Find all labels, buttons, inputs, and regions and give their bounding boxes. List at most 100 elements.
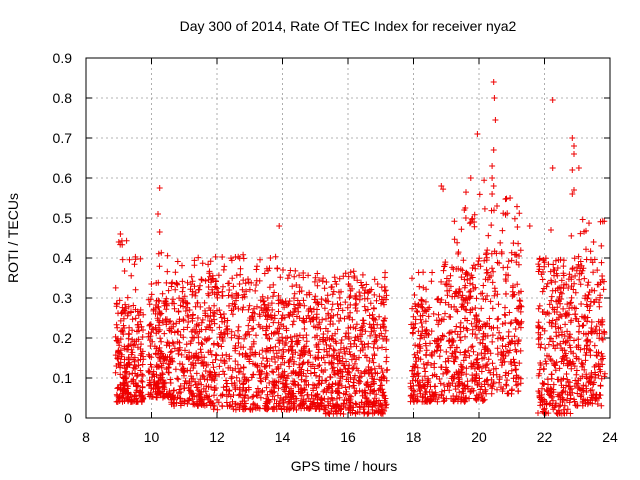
data-point xyxy=(582,292,589,299)
data-point xyxy=(180,317,187,324)
data-point xyxy=(568,283,575,290)
data-point xyxy=(347,269,354,276)
data-point xyxy=(420,269,427,276)
data-point xyxy=(497,239,504,246)
data-point xyxy=(515,289,522,296)
data-point xyxy=(535,388,542,395)
data-point xyxy=(291,381,298,388)
data-point xyxy=(540,381,547,388)
data-point xyxy=(277,296,284,303)
data-point xyxy=(117,231,124,237)
data-point xyxy=(165,287,172,294)
data-point xyxy=(517,380,524,387)
data-point xyxy=(223,351,230,358)
data-point xyxy=(368,324,375,331)
data-point xyxy=(352,390,359,396)
data-point xyxy=(232,406,239,413)
data-point xyxy=(280,380,286,386)
data-point xyxy=(507,195,514,201)
data-point xyxy=(536,394,543,400)
data-point xyxy=(345,334,352,340)
data-point xyxy=(300,334,307,341)
data-point xyxy=(117,317,124,324)
data-point xyxy=(168,401,175,408)
data-point xyxy=(517,320,524,327)
data-point xyxy=(224,380,231,387)
data-point xyxy=(371,395,378,402)
data-point xyxy=(313,344,320,350)
data-point xyxy=(247,405,254,412)
data-point xyxy=(132,306,139,313)
data-point xyxy=(131,365,138,372)
data-point xyxy=(545,261,552,268)
data-point xyxy=(487,382,494,389)
data-point xyxy=(195,254,202,261)
data-point xyxy=(560,406,567,413)
data-point xyxy=(350,382,357,389)
data-point xyxy=(408,385,415,392)
data-point xyxy=(269,306,276,313)
data-point xyxy=(446,287,453,294)
y-tick-label: 0.5 xyxy=(53,210,73,226)
data-point xyxy=(469,343,476,350)
data-point xyxy=(486,274,493,281)
data-point xyxy=(371,340,378,347)
data-point xyxy=(248,343,255,350)
data-point xyxy=(410,325,417,332)
data-point xyxy=(174,375,181,382)
data-point xyxy=(579,322,586,329)
data-point xyxy=(599,355,606,362)
data-point xyxy=(183,354,190,360)
data-point xyxy=(211,377,218,384)
data-point xyxy=(251,310,258,317)
data-point xyxy=(587,347,594,354)
data-point xyxy=(568,385,575,392)
data-point xyxy=(383,346,389,353)
data-point xyxy=(557,410,563,417)
data-point xyxy=(433,338,440,345)
data-point xyxy=(374,370,381,377)
data-point xyxy=(482,386,489,393)
data-point xyxy=(510,375,517,382)
data-point xyxy=(370,305,377,311)
data-point xyxy=(563,410,570,417)
data-point xyxy=(586,220,592,227)
data-point xyxy=(137,255,144,262)
data-point xyxy=(560,285,567,292)
data-point xyxy=(583,331,589,338)
data-point xyxy=(502,196,509,203)
data-point xyxy=(163,357,170,364)
data-point xyxy=(164,268,171,275)
data-point xyxy=(186,349,193,356)
data-point xyxy=(245,395,252,402)
data-point xyxy=(351,273,358,280)
data-point xyxy=(595,363,602,370)
data-point xyxy=(205,261,212,268)
data-point xyxy=(239,306,246,313)
data-point xyxy=(582,357,589,364)
data-point xyxy=(511,215,518,222)
data-point xyxy=(494,203,500,209)
data-point xyxy=(220,283,226,290)
data-point xyxy=(121,362,128,369)
data-point xyxy=(337,346,344,353)
data-point xyxy=(494,291,501,298)
data-point xyxy=(306,348,313,354)
data-point xyxy=(224,326,231,333)
data-point xyxy=(263,355,270,362)
data-point xyxy=(230,283,237,290)
data-point xyxy=(239,286,246,293)
data-point xyxy=(148,281,155,287)
data-point xyxy=(469,215,476,222)
data-point xyxy=(129,327,136,334)
data-point xyxy=(295,382,302,389)
data-point xyxy=(233,272,240,279)
data-point xyxy=(377,382,384,389)
data-point xyxy=(277,274,284,281)
data-point xyxy=(145,369,152,376)
data-point xyxy=(242,400,249,407)
data-point xyxy=(382,327,389,334)
data-point xyxy=(333,281,340,288)
data-point xyxy=(373,297,380,304)
data-point xyxy=(499,227,506,234)
